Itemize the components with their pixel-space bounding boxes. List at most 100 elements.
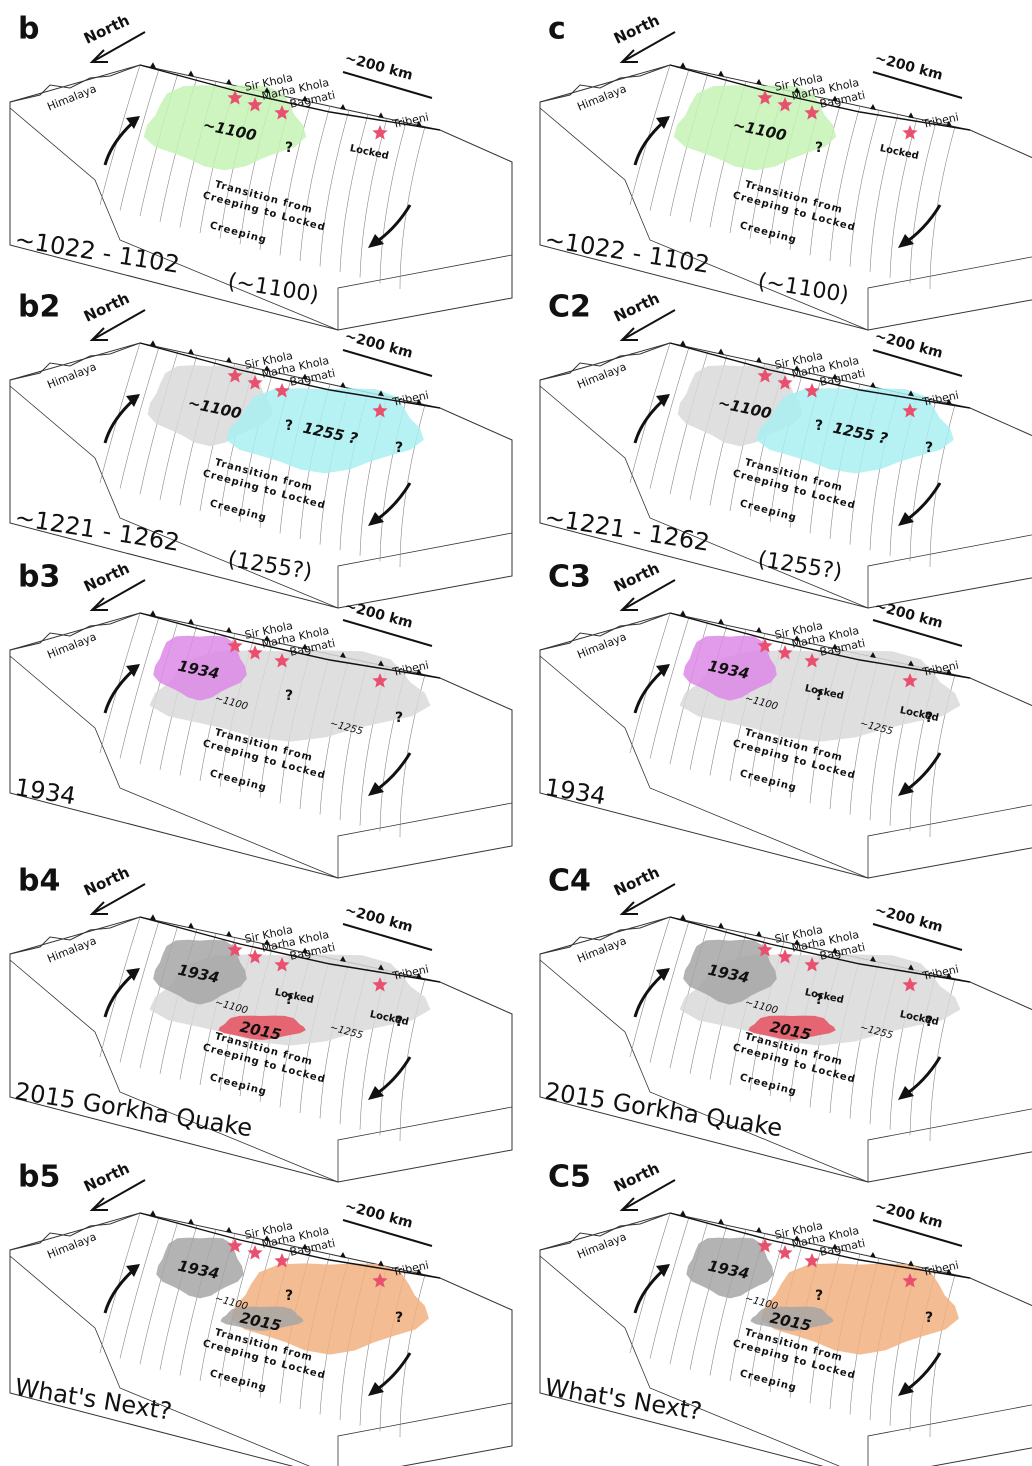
- question-mark: ?: [395, 1310, 403, 1326]
- question-mark: ?: [285, 140, 293, 156]
- question-mark: ?: [815, 992, 823, 1008]
- fault-tooth: [718, 923, 724, 929]
- question-mark: ?: [395, 710, 403, 726]
- fault-tooth: [226, 357, 232, 363]
- fault-tooth: [150, 62, 156, 68]
- scale-label: ~200 km: [873, 328, 944, 362]
- panel-label: b4: [18, 864, 60, 899]
- fault-tooth: [718, 619, 724, 625]
- scale-label: ~200 km: [873, 902, 944, 936]
- fault-tooth: [718, 349, 724, 355]
- question-mark: ?: [815, 688, 823, 704]
- north-arrowhead: [622, 328, 638, 340]
- panel: ~11001255 ?NorthHimalaya~200 kmSir Khola…: [540, 289, 1032, 608]
- question-mark: ?: [925, 710, 933, 726]
- fault-tooth: [188, 349, 194, 355]
- north-arrowhead: [622, 1198, 638, 1210]
- north-arrowhead: [92, 902, 108, 914]
- question-mark: ?: [925, 440, 933, 456]
- fault-tooth: [188, 619, 194, 625]
- panel-label: b3: [18, 560, 60, 595]
- north-arrowhead: [92, 598, 108, 610]
- fault-tooth: [908, 1260, 914, 1266]
- fault-tooth: [188, 1219, 194, 1225]
- north-arrowhead: [92, 328, 108, 340]
- fault-tooth: [756, 1227, 762, 1233]
- question-mark: ?: [285, 418, 293, 434]
- north-label: North: [611, 11, 662, 48]
- question-mark: ?: [285, 1288, 293, 1304]
- fault-tooth: [718, 1219, 724, 1225]
- panel: ~11001255 ?NorthHimalaya~200 kmSir Khola…: [10, 289, 512, 608]
- fault-tooth: [756, 931, 762, 937]
- north-label: North: [611, 1159, 662, 1196]
- fault-tooth: [718, 71, 724, 77]
- scale-label: ~200 km: [873, 50, 944, 84]
- north-label: North: [81, 559, 132, 596]
- north-label: North: [611, 863, 662, 900]
- north-arrowhead: [92, 1198, 108, 1210]
- scale-label: ~200 km: [343, 1198, 414, 1232]
- north-arrowhead: [92, 50, 108, 62]
- panel-label: b5: [18, 1160, 60, 1195]
- question-mark: ?: [285, 992, 293, 1008]
- fault-tooth: [756, 627, 762, 633]
- panel: 1934NorthHimalaya~200 kmSir KholaMarha K…: [10, 559, 512, 878]
- panel: 19342015NorthHimalaya~200 kmSir KholaMar…: [540, 1159, 1032, 1466]
- fault-tooth: [226, 79, 232, 85]
- north-arrowhead: [622, 902, 638, 914]
- question-mark: ?: [815, 418, 823, 434]
- scale-label: ~200 km: [873, 1198, 944, 1232]
- fault-tooth: [188, 923, 194, 929]
- fault-tooth: [680, 1210, 686, 1216]
- fault-tooth: [870, 382, 876, 388]
- scale-label: ~200 km: [343, 598, 414, 632]
- panel-label: C2: [548, 290, 591, 325]
- question-mark: ?: [395, 1014, 403, 1030]
- question-mark: ?: [395, 440, 403, 456]
- fault-tooth: [680, 914, 686, 920]
- fault-tooth: [340, 104, 346, 110]
- fault-tooth: [150, 610, 156, 616]
- fault-tooth: [756, 357, 762, 363]
- scale-label: ~200 km: [343, 50, 414, 84]
- north-label: North: [81, 1159, 132, 1196]
- fault-tooth: [378, 1260, 384, 1266]
- fault-tooth: [680, 340, 686, 346]
- panel-label: b: [18, 12, 39, 47]
- panel-label: b2: [18, 290, 60, 325]
- figure: ~1100NorthHimalaya~200 kmSir KholaMarha …: [0, 0, 1032, 1466]
- question-mark: ?: [925, 1310, 933, 1326]
- fault-tooth: [340, 1252, 346, 1258]
- fault-tooth: [150, 340, 156, 346]
- north-label: North: [81, 863, 132, 900]
- panel-label: C4: [548, 864, 591, 899]
- panel-label: C5: [548, 1160, 591, 1195]
- fault-tooth: [680, 62, 686, 68]
- fault-tooth: [870, 1252, 876, 1258]
- fault-tooth: [756, 79, 762, 85]
- north-arrowhead: [622, 50, 638, 62]
- question-mark: ?: [285, 688, 293, 704]
- fault-tooth: [226, 1227, 232, 1233]
- fault-tooth: [870, 104, 876, 110]
- fault-tooth: [150, 1210, 156, 1216]
- fault-tooth: [188, 71, 194, 77]
- scale-label: ~200 km: [343, 328, 414, 362]
- question-mark: ?: [815, 140, 823, 156]
- panel-label: c: [548, 12, 566, 47]
- scale-label: ~200 km: [873, 598, 944, 632]
- fault-tooth: [680, 610, 686, 616]
- fault-tooth: [378, 112, 384, 118]
- north-label: North: [81, 289, 132, 326]
- fault-tooth: [340, 382, 346, 388]
- north-label: North: [611, 559, 662, 596]
- north-arrowhead: [622, 598, 638, 610]
- fault-tooth: [150, 914, 156, 920]
- fault-tooth: [908, 112, 914, 118]
- panel: 19342015NorthHimalaya~200 kmSir KholaMar…: [540, 863, 1032, 1182]
- fault-tooth: [226, 931, 232, 937]
- north-label: North: [81, 11, 132, 48]
